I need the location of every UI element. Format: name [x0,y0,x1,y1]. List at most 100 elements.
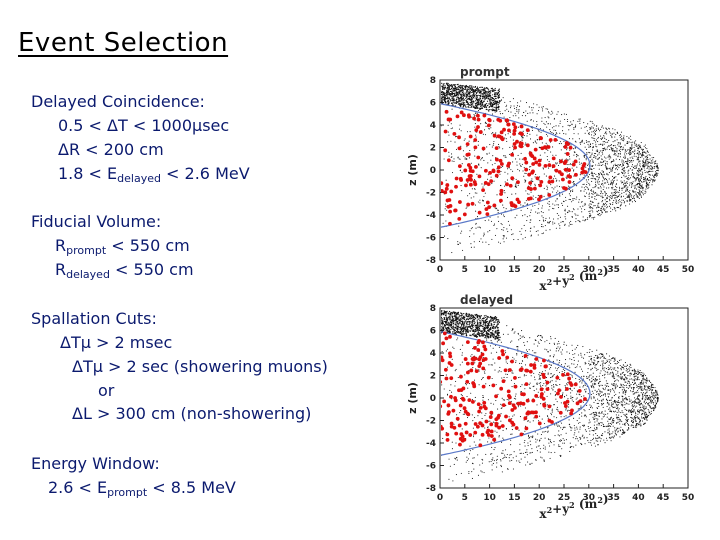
background-event [599,209,601,211]
background-event [648,166,650,168]
background-event [495,100,497,102]
background-event [614,427,616,429]
background-event [494,100,496,102]
background-event [649,411,651,413]
background-event [599,440,601,442]
background-event [640,173,642,175]
background-event [616,169,618,171]
background-event [627,399,629,401]
background-event [586,152,588,154]
background-event [641,171,644,173]
background-event [590,357,592,359]
background-event [617,405,619,407]
background-event [469,104,472,106]
selected-event [498,198,503,203]
background-event [481,99,483,101]
background-event [601,418,603,420]
background-event [604,202,607,204]
background-event [532,435,534,437]
background-event [614,192,617,195]
background-event [635,184,637,186]
background-event [607,425,609,427]
background-event [575,438,577,440]
background-event [510,433,512,435]
background-event [575,347,578,349]
background-event [511,425,513,427]
background-event [563,439,565,441]
background-event [634,144,636,146]
background-event [622,423,624,425]
background-event [579,428,581,430]
background-event [600,143,602,145]
background-event [647,161,649,163]
background-event [510,111,512,113]
background-event [472,96,474,98]
background-event [585,166,587,168]
background-event [525,200,527,202]
background-event [472,104,474,106]
background-event [646,415,648,417]
background-event [530,211,532,213]
background-event [516,161,518,163]
background-event [566,167,568,169]
spallation-or: or [98,381,115,400]
background-event [457,101,459,104]
background-event [645,411,647,413]
background-event [464,85,466,88]
background-event [512,233,514,235]
background-event [443,95,446,97]
background-event [638,394,640,396]
background-event [529,138,532,140]
background-event [560,149,562,151]
background-event [551,385,553,387]
background-event [564,426,566,428]
background-event [653,397,655,399]
background-event [469,93,471,95]
background-event [614,384,616,386]
background-event [492,358,494,360]
background-event [499,336,501,338]
background-event [560,402,562,404]
background-event [589,127,591,129]
background-event [629,152,631,155]
background-event [620,376,622,378]
background-event [573,387,575,389]
background-event [620,195,622,197]
background-event [589,184,591,186]
background-event [573,133,575,135]
background-event [629,160,631,162]
background-event [627,195,629,197]
background-event [521,115,523,117]
background-event [552,112,554,114]
background-event [531,462,533,464]
background-event [601,143,603,145]
background-event [544,152,546,154]
background-event [496,341,498,343]
background-event [627,142,629,144]
background-event [484,88,486,90]
background-event [578,378,580,381]
background-event [499,113,501,115]
background-event [560,427,562,429]
selected-event [465,178,470,182]
background-event [580,354,582,356]
background-event [616,179,618,181]
background-event [526,193,528,195]
background-event [547,108,549,110]
background-event [566,394,568,396]
selected-event [457,216,462,221]
background-event [487,89,490,91]
background-event [613,160,615,162]
background-event [644,393,646,395]
background-event [453,84,455,86]
background-event [555,350,557,352]
background-event [626,371,629,373]
background-event [622,167,624,169]
background-event [654,404,656,407]
background-event [529,421,531,423]
background-event [494,103,496,106]
background-event [495,109,498,111]
background-event [482,376,484,379]
background-event [587,163,589,165]
background-event [480,238,482,240]
